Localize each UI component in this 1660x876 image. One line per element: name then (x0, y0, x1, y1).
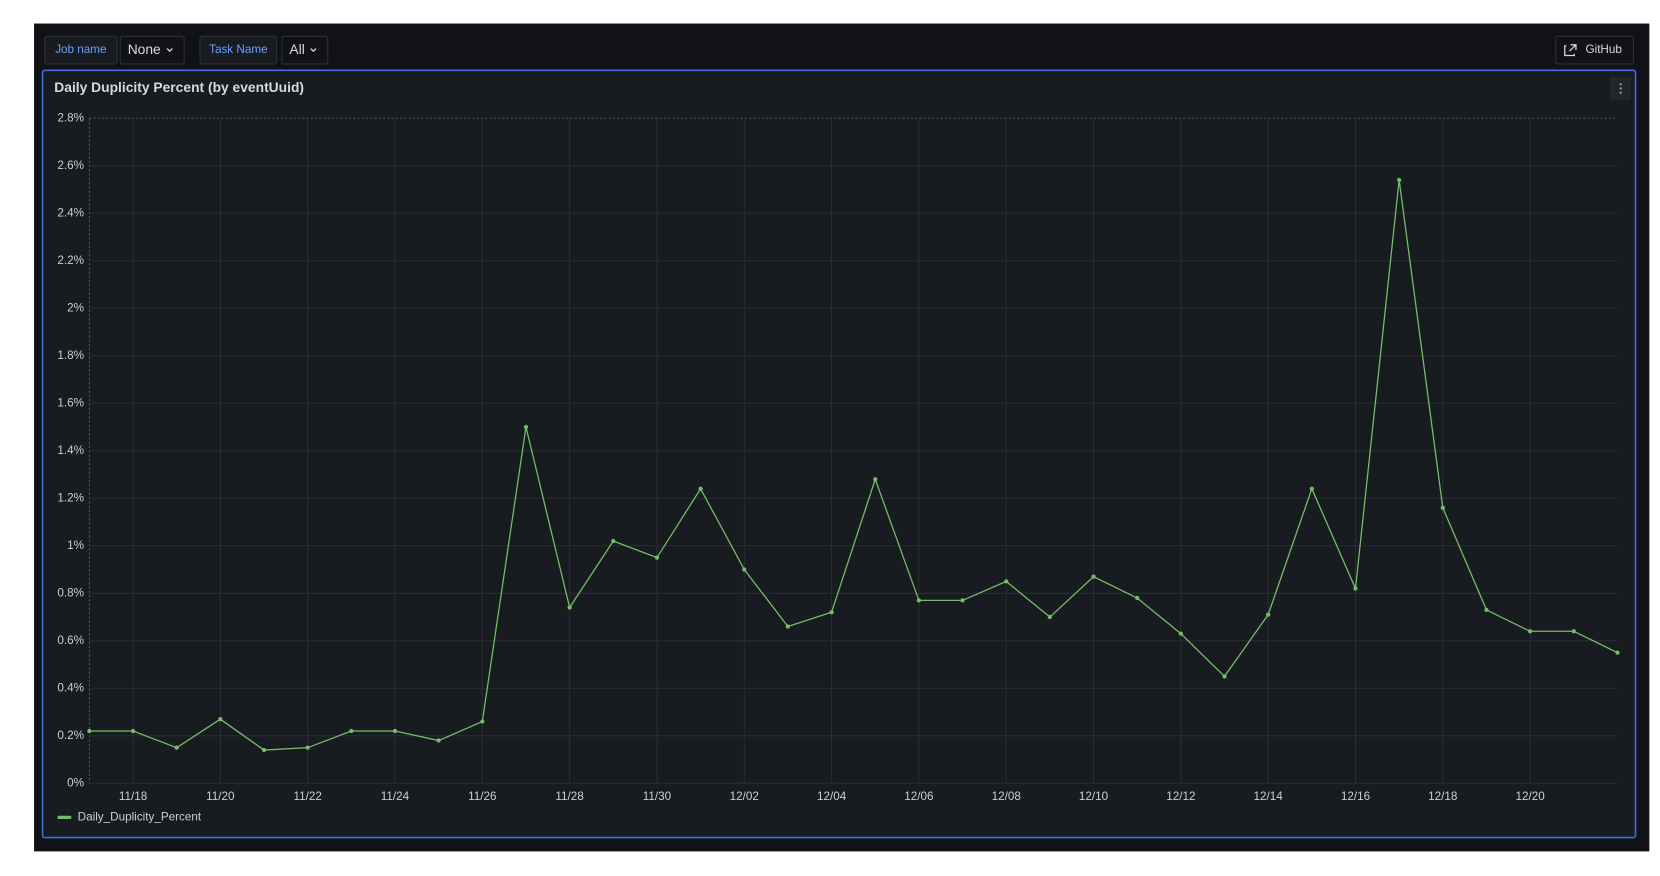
x-tick-label: 12/02 (730, 790, 759, 803)
data-point (785, 624, 791, 629)
y-tick-label: 2.4% (57, 206, 84, 219)
data-point (1615, 650, 1620, 655)
y-tick-label: 2.6% (57, 159, 84, 172)
chevron (310, 48, 317, 53)
data-point (523, 424, 529, 430)
data-point (1222, 674, 1227, 679)
y-tick-label: 0.4% (57, 681, 84, 694)
data-point (829, 610, 834, 615)
data-point (480, 719, 485, 724)
x-tick-label: 11/26 (468, 790, 496, 803)
data-point (1397, 177, 1402, 183)
data-point (1266, 612, 1271, 617)
x-tick-label: 12/04 (817, 790, 847, 803)
legend-swatch (57, 815, 72, 819)
data-point (698, 486, 703, 491)
data-point (654, 555, 660, 560)
x-tick-label: 12/10 (1079, 790, 1109, 803)
grid: 0% 0.2% 0.4% 0.6% 0.8% 1% 1.2% 1.4% 1.6% 1.8% 2% 2.… (57, 111, 1618, 803)
panel-title: Daily Duplicity Percent (by eventUuid) (54, 79, 304, 95)
x-tick-label: 12/16 (1341, 790, 1370, 803)
variable-label: Task Name (209, 43, 267, 56)
y-tick-label: 1.2% (57, 491, 84, 504)
variable-label-box (199, 35, 278, 65)
data-point (1353, 586, 1358, 591)
data-point (742, 567, 747, 572)
data-point (1047, 614, 1053, 620)
data-point (305, 745, 310, 750)
data-point (87, 728, 92, 734)
variable-label-box (44, 35, 118, 65)
y-tick-label: 0% (67, 776, 84, 789)
data-point (1571, 629, 1576, 634)
x-tick-label: 11/20 (206, 790, 235, 803)
dropdown-value: All (289, 41, 304, 57)
data-point (261, 747, 267, 753)
variable-label: Job name (55, 43, 106, 56)
x-tick-label: 12/14 (1254, 790, 1284, 803)
y-tick-label: 0.2% (57, 729, 84, 742)
variable-dropdown[interactable] (281, 35, 329, 65)
data-point (1091, 574, 1096, 579)
link-button[interactable] (1555, 35, 1634, 65)
data-point (1440, 505, 1445, 510)
x-tick-label: 11/18 (119, 790, 147, 803)
y-tick-label: 0.6% (57, 634, 84, 647)
data-point (567, 605, 572, 610)
menu-dot (1619, 91, 1622, 94)
legend-label: Daily_Duplicity_Percent (78, 810, 202, 823)
y-tick-label: 1.6% (57, 396, 84, 409)
x-tick-label: 11/24 (381, 790, 410, 803)
data-point (1309, 486, 1314, 491)
panel (41, 69, 1637, 839)
y-tick-label: 2.2% (57, 254, 84, 267)
data-point (392, 728, 398, 734)
x-tick-label: 12/08 (992, 790, 1021, 803)
y-tick-label: 0.8% (57, 586, 84, 599)
x-tick-label: 11/28 (555, 790, 583, 803)
x-tick-label: 12/18 (1428, 790, 1457, 803)
variable-dropdown[interactable] (119, 35, 185, 65)
x-tick-label: 12/06 (904, 790, 933, 803)
link-text: GitHub (1586, 43, 1623, 56)
data-point (174, 745, 179, 750)
data-point (218, 717, 223, 722)
data-point (1527, 629, 1533, 634)
x-tick-label: 11/30 (643, 790, 672, 803)
chevron (166, 48, 173, 53)
data-point (349, 728, 354, 734)
data-point (1004, 579, 1009, 584)
data-point (1178, 631, 1183, 636)
data-point (1484, 607, 1489, 613)
data-point (960, 598, 965, 603)
data-point (1135, 595, 1140, 601)
menu-dot (1619, 87, 1622, 90)
series-line (89, 179, 1618, 751)
y-tick-label: 2.8% (57, 111, 84, 124)
data-point (130, 728, 136, 734)
x-tick-label: 11/22 (293, 790, 321, 803)
external-link-icon (1564, 44, 1577, 57)
y-tick-label: 1.8% (57, 349, 84, 362)
plot: Daily_Duplicity_Percent (57, 177, 1620, 823)
y-tick-label: 1% (67, 539, 84, 552)
dropdown-value: None (128, 41, 161, 57)
data-point (916, 598, 922, 603)
data-point (436, 738, 441, 743)
x-tick-label: 12/12 (1166, 790, 1195, 803)
y-tick-label: 2% (67, 301, 84, 314)
x-tick-label: 12/20 (1515, 790, 1545, 803)
data-point (611, 538, 616, 544)
menu-dot (1619, 83, 1622, 86)
data-point (873, 477, 878, 482)
y-tick-label: 1.4% (57, 444, 84, 457)
